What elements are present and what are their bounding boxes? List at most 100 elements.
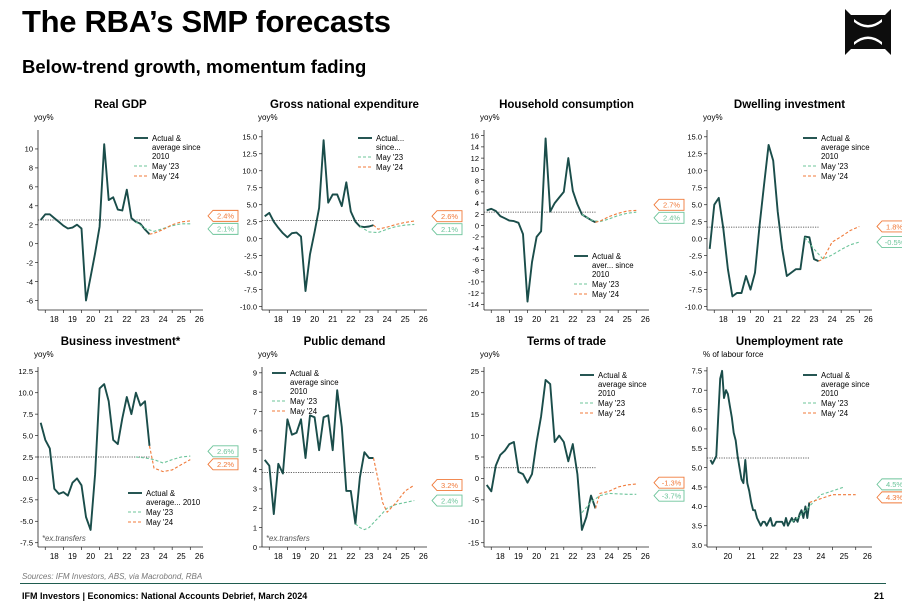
may23-forecast-line — [135, 455, 191, 464]
y-tick-label: 4 — [29, 202, 33, 211]
y-tick-label: 2.5 — [247, 217, 257, 226]
y-tick-label: 2 — [475, 210, 479, 219]
x-tick-label: 23 — [365, 552, 374, 561]
y-tick-label: 5.0 — [692, 463, 702, 472]
legend-label: May '24 — [598, 409, 626, 418]
y-tick-label: -6 — [26, 296, 33, 305]
x-tick-label: 21 — [104, 315, 113, 324]
y-tick-label: -15 — [468, 539, 479, 548]
x-tick-label: 24 — [605, 552, 614, 561]
y-tick-label: -7.5 — [244, 285, 257, 294]
end-label-text: 2.7% — [663, 201, 680, 210]
y-tick-label: 10.0 — [242, 167, 257, 176]
may24-forecast-line — [373, 220, 415, 230]
y-tick-label: -5 — [472, 496, 479, 505]
y-tick-label: 25 — [471, 367, 479, 376]
y-axis-unit-label: yoy% — [34, 350, 54, 359]
y-tick-label: 7.5 — [23, 410, 33, 419]
y-tick-label: 1 — [253, 523, 257, 532]
x-tick-label: 26 — [419, 315, 428, 324]
x-tick-label: 21 — [550, 552, 559, 561]
end-label-box — [876, 236, 902, 249]
x-tick-label: 25 — [623, 315, 632, 324]
y-tick-label: 12 — [471, 154, 479, 163]
y-tick-label: 15 — [471, 410, 479, 419]
may24-forecast-line — [148, 445, 191, 473]
x-tick-label: 24 — [605, 315, 614, 324]
end-label-text: 2.1% — [217, 225, 234, 234]
x-tick-label: 25 — [177, 315, 186, 324]
page-title: The RBA’s SMP forecasts — [22, 4, 391, 39]
x-tick-label: 23 — [587, 552, 596, 561]
y-tick-label: 5.5 — [692, 444, 702, 453]
chart-title: Unemployment rate — [736, 336, 843, 348]
actual-series-line — [39, 143, 151, 302]
y-tick-label: 0 — [29, 239, 33, 248]
y-tick-label: 5 — [253, 446, 257, 455]
y-tick-label: 15.0 — [687, 133, 702, 142]
x-tick-label: 23 — [141, 315, 150, 324]
x-tick-label: 25 — [840, 552, 849, 561]
legend-label: Actual & average since 2010 — [152, 134, 201, 161]
end-label-box — [653, 489, 685, 502]
y-axis-unit-label: yoy% — [34, 113, 54, 122]
source-note: Sources: IFM Investors, ABS, via Macrobo… — [22, 572, 203, 581]
x-tick-label: 26 — [864, 315, 873, 324]
end-label-text: -1.3% — [662, 478, 682, 487]
x-tick-label: 23 — [793, 552, 802, 561]
end-label-box — [207, 458, 239, 471]
legend-label: May '23 — [152, 162, 179, 171]
x-tick-label: 18 — [496, 315, 505, 324]
end-label-text: 2.6% — [441, 212, 458, 221]
x-tick-label: 20 — [86, 552, 95, 561]
page-subtitle: Below-trend growth, momentum fading — [22, 56, 367, 77]
may23-forecast-line — [355, 499, 415, 531]
may24-forecast-line — [594, 483, 637, 509]
x-tick-label: 18 — [274, 315, 283, 324]
end-label-text: -0.5% — [885, 238, 902, 247]
y-tick-label: 10.0 — [18, 389, 33, 398]
x-tick-label: 18 — [496, 552, 505, 561]
actual-series-line — [708, 143, 819, 298]
actual-series-line — [485, 378, 597, 531]
y-tick-label: 8 — [29, 164, 33, 173]
chart-title: Real GDP — [94, 99, 147, 111]
y-tick-label: -14 — [468, 300, 479, 309]
y-tick-label: 4 — [253, 465, 257, 474]
end-label-text: 2.2% — [217, 460, 234, 469]
y-tick-label: 15.0 — [242, 133, 257, 142]
may24-forecast-line — [818, 225, 860, 262]
legend-label: May '24 — [290, 407, 318, 416]
chart-title: Household consumption — [499, 99, 634, 111]
y-tick-label: -10 — [468, 517, 479, 526]
footer-text: IFM Investors | Economics: National Acco… — [22, 591, 308, 601]
chart-panel: Gross national expenditure yoy% -10.0 -7.5 -… — [240, 99, 463, 324]
x-tick-label: 21 — [747, 552, 756, 561]
end-label-text: 1.8% — [886, 222, 902, 231]
end-label-box — [431, 223, 463, 236]
y-tick-label: 3.5 — [692, 522, 702, 531]
page-number: 21 — [874, 591, 885, 601]
x-tick-label: 26 — [195, 315, 204, 324]
x-tick-label: 22 — [122, 552, 131, 561]
x-tick-label: 19 — [292, 315, 301, 324]
y-tick-label: 6 — [253, 427, 257, 436]
x-tick-label: 20 — [532, 315, 541, 324]
x-tick-label: 26 — [641, 552, 650, 561]
end-label-text: -3.7% — [662, 491, 682, 500]
y-tick-label: -2.5 — [689, 251, 702, 260]
x-tick-label: 18 — [50, 552, 59, 561]
chart-title: Gross national expenditure — [270, 99, 419, 111]
x-tick-label: 19 — [68, 552, 77, 561]
y-tick-label: 10 — [471, 165, 479, 174]
x-tick-label: 19 — [514, 552, 523, 561]
ifm-logo-icon — [845, 9, 891, 55]
chart-title: Business investment* — [61, 336, 181, 348]
y-tick-label: 8 — [253, 388, 257, 397]
y-tick-label: 4.5 — [692, 483, 702, 492]
x-tick-label: 25 — [401, 315, 410, 324]
y-tick-label: -2.5 — [20, 496, 33, 505]
end-label-box — [653, 211, 685, 224]
